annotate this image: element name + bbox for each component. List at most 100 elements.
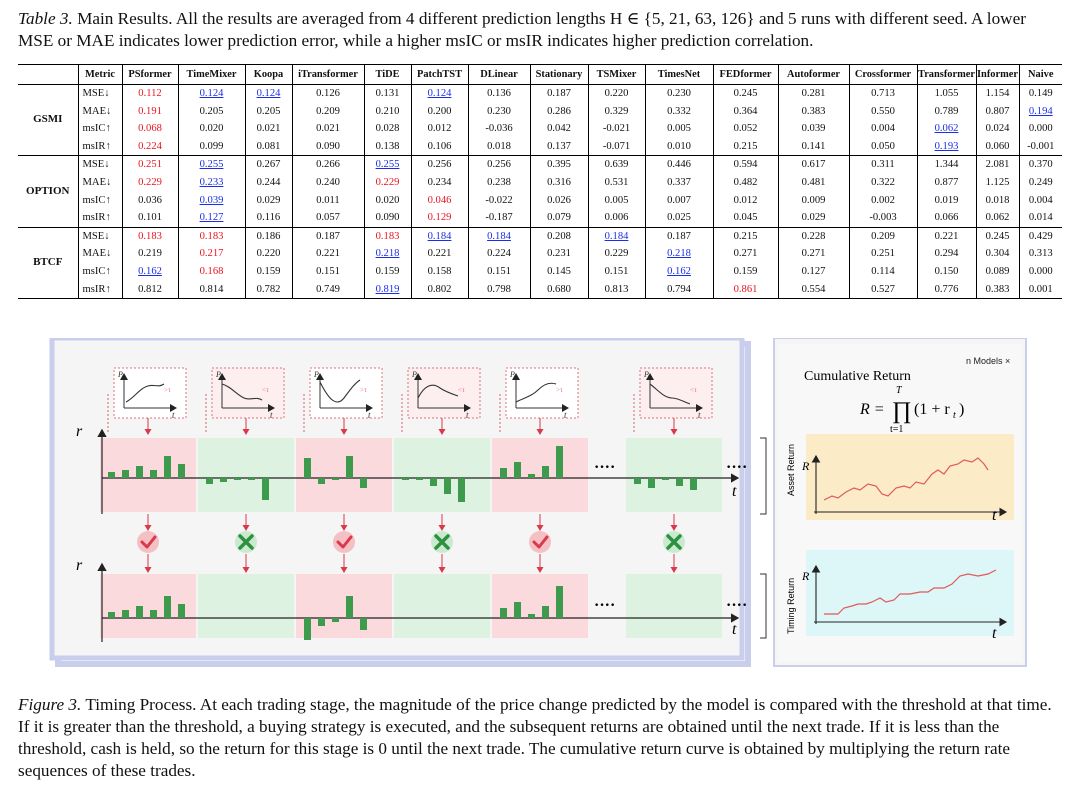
table-cell: 1.125	[975, 173, 1019, 192]
threshold-compare-label: >τ	[556, 386, 563, 394]
table-cell: 0.001	[1018, 280, 1062, 299]
asset-cumulative-curve	[823, 457, 989, 501]
prediction-box	[309, 367, 383, 419]
table-cell: -0.003	[848, 209, 917, 228]
table-cell: 0.000	[1018, 120, 1062, 138]
table-cell: 0.184	[587, 226, 645, 246]
table-cell: 0.782	[244, 280, 292, 299]
table-cell: 0.186	[244, 226, 292, 246]
table-row: msIR↑ 0.101 0.127 0.116 0.057 0.090 0.129 -0.18…	[18, 209, 1062, 228]
table-cell: 0.256	[467, 155, 530, 174]
table-cell: 0.131	[363, 83, 411, 103]
table-cell: 0.304	[975, 245, 1019, 263]
timing-return-bar	[346, 596, 353, 618]
timing-return-bar	[332, 618, 339, 622]
prediction-box	[505, 367, 579, 419]
asset-return-bar	[164, 456, 171, 478]
table-cell: 0.813	[587, 280, 645, 299]
header-psformer: PSformer	[121, 64, 178, 85]
table-cell: 0.011	[291, 191, 364, 210]
header-stationary: Stationary	[529, 64, 588, 85]
threshold-compare-label: <τ	[458, 386, 465, 394]
formula-lower: t=1	[890, 424, 903, 435]
metric-label: msIR↑	[77, 137, 122, 156]
table-cell: 0.224	[121, 137, 178, 156]
table-cell: 0.224	[467, 245, 530, 263]
table-cell: 0.158	[410, 262, 468, 281]
table-cell: 0.527	[848, 280, 917, 299]
asset-zone-hold	[626, 438, 722, 512]
table-cell: 0.162	[121, 262, 178, 281]
table-cell: 0.183	[121, 226, 178, 246]
predicted-price-curve	[417, 384, 459, 399]
pred-p-label: P	[509, 370, 515, 379]
asset-return-bar	[514, 462, 521, 478]
asset-return-bar	[528, 474, 535, 478]
pred-t-label: t	[698, 410, 701, 420]
asset-return-bar	[178, 464, 185, 478]
dataset-label: GSMI	[18, 83, 78, 156]
pred-curve-group	[417, 384, 459, 399]
header-fedformer: FEDformer	[712, 64, 778, 85]
header-transformer: Transformer	[916, 64, 976, 85]
pred-p-label: P	[643, 370, 649, 379]
check-icon-bg	[333, 531, 355, 553]
results-table-wrapper: Metric PSformer TimeMixer Koopa iTransformer…	[18, 64, 1062, 300]
table-cell: 0.266	[291, 155, 364, 174]
table-caption-label: Table 3.	[18, 9, 73, 28]
pred-p-label: P	[117, 370, 123, 379]
table-cell: 0.187	[644, 226, 713, 246]
threshold-compare-label: <τ	[690, 386, 697, 394]
header-informer: Informer	[975, 64, 1019, 85]
asset-return-bar	[430, 478, 437, 486]
table-cell: 0.429	[1018, 226, 1062, 246]
table-cell: 0.234	[410, 173, 468, 192]
table-cell: 1.344	[916, 155, 976, 174]
table-cell: 0.215	[712, 226, 778, 246]
asset-return-bar	[500, 468, 507, 478]
table-cell: 0.004	[1018, 191, 1062, 210]
table-cell: 0.205	[177, 102, 245, 121]
table-cell: 0.210	[363, 102, 411, 121]
table-cell: 0.446	[644, 155, 713, 174]
prediction-box	[639, 367, 713, 419]
table-cell: 0.209	[848, 226, 917, 246]
timing-ellipsis-end: ····	[726, 597, 747, 614]
table-cell: 0.370	[1018, 155, 1062, 174]
table-cell: 0.255	[177, 155, 245, 174]
asset-return-bar	[542, 466, 549, 478]
table-row: MAE↓ 0.191 0.205 0.205 0.209 0.210 0.200 0.230 0…	[18, 102, 1062, 121]
table-cell: 0.124	[244, 83, 292, 103]
asset-zone-buy	[296, 438, 392, 512]
table-cell: 0.819	[363, 280, 411, 299]
table-cell: 0.187	[529, 83, 588, 103]
metric-label: msIR↑	[77, 209, 122, 228]
table-cell: 0.256	[410, 155, 468, 174]
timing-return-bar	[514, 602, 521, 618]
table-cell: 0.218	[644, 245, 713, 263]
table-cell: 0.029	[777, 209, 849, 228]
table-cell: 0.322	[848, 173, 917, 192]
header-itransformer: iTransformer	[291, 64, 364, 85]
table-cell: 0.129	[410, 209, 468, 228]
table-cell: 0.127	[177, 209, 245, 228]
table-cell: 0.116	[244, 209, 292, 228]
table-cell: 0.194	[1018, 102, 1062, 121]
table-cell: 0.861	[712, 280, 778, 299]
table-row: MAE↓ 0.229 0.233 0.244 0.240 0.229 0.234 0.238 0…	[18, 173, 1062, 192]
table-cell: 0.218	[363, 245, 411, 263]
table-cell: 0.009	[777, 191, 849, 210]
table-cell: 0.012	[410, 120, 468, 138]
table-cell: 0.007	[644, 191, 713, 210]
timing-return-bar	[164, 596, 171, 618]
asset-return-bar	[648, 478, 655, 488]
figure-caption-text: Timing Process. At each trading stage, t…	[18, 695, 1052, 780]
table-cell: 0.020	[177, 120, 245, 138]
header-crossformer: Crossformer	[848, 64, 917, 85]
table-cell: 0.039	[777, 120, 849, 138]
formula-rhs: (1 + r	[914, 401, 950, 418]
asset-return-bar	[634, 478, 641, 484]
timing-return-bar	[500, 608, 507, 618]
asset-return-bar	[346, 456, 353, 478]
table-cell: 0.145	[529, 262, 588, 281]
